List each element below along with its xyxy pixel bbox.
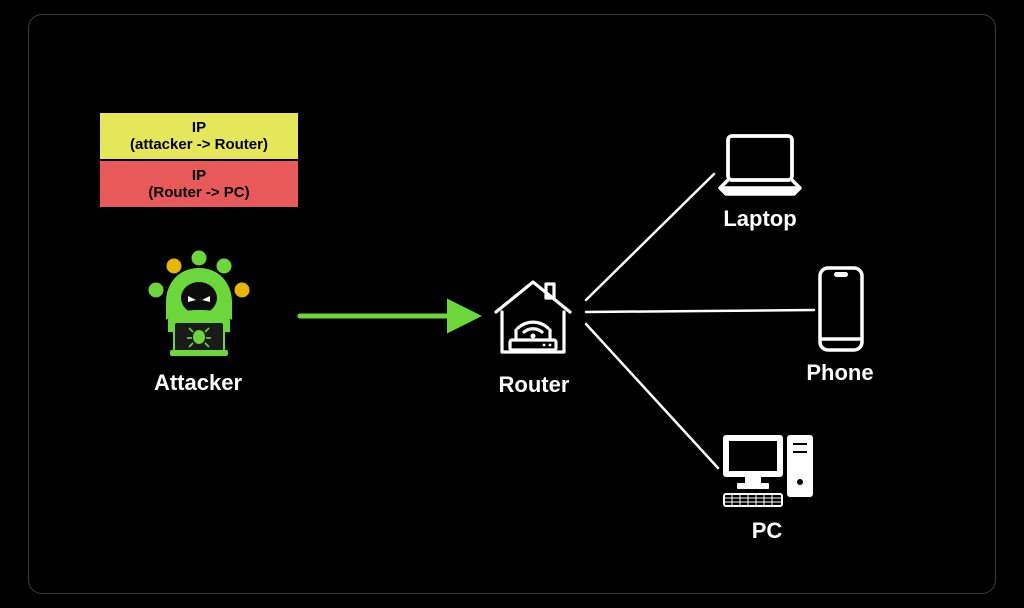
packet-outer-ip: IP (attacker -> Router) — [99, 112, 299, 160]
router-label: Router — [474, 372, 594, 398]
router-icon — [484, 270, 582, 360]
phone-icon — [816, 265, 866, 353]
packet-outer-line2: (attacker -> Router) — [130, 136, 268, 153]
phone-label: Phone — [790, 360, 890, 386]
attacker-label: Attacker — [118, 370, 278, 396]
pc-icon — [718, 432, 816, 512]
laptop-icon — [714, 130, 806, 200]
laptop-label: Laptop — [698, 206, 822, 232]
packet-inner-line2: (Router -> PC) — [148, 184, 249, 201]
packet-inner-ip: IP (Router -> PC) — [99, 160, 299, 208]
pc-label: PC — [718, 518, 816, 544]
packet-inner-line1: IP — [192, 167, 206, 184]
packet-outer-line1: IP — [192, 119, 206, 136]
attacker-icon — [138, 250, 260, 360]
